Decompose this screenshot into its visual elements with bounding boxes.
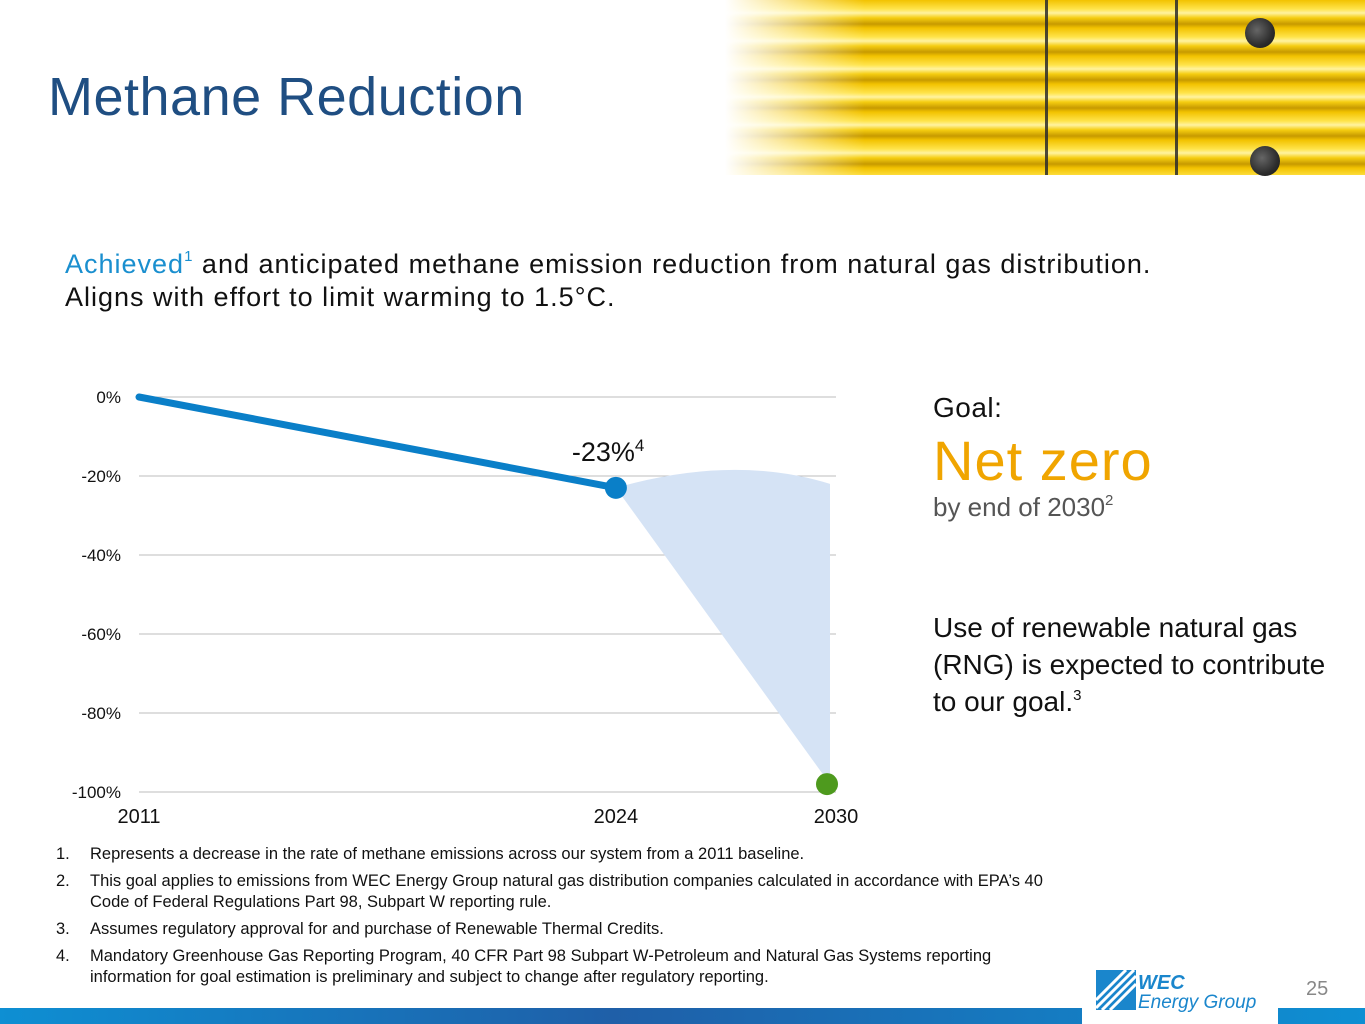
annotation-label: -23%4: [572, 436, 645, 467]
y-tick-label: -40%: [81, 546, 121, 565]
y-tick-label: -100%: [72, 783, 121, 802]
footnote-ref: 4: [635, 436, 644, 455]
methane-reduction-chart: 0% -20% -40% -60% -80% -100% 2011 2024 2030 -23%4: [72, 388, 859, 828]
page-number: 25: [1306, 978, 1329, 1000]
y-tick-label: 0%: [96, 388, 121, 407]
y-tick-label: -20%: [81, 467, 121, 486]
goal-deadline-text: by end of 2030: [933, 492, 1106, 522]
footnote-text: Mandatory Greenhouse Gas Reporting Progr…: [90, 947, 992, 986]
logo-line-2: Energy Group: [1138, 992, 1257, 1013]
pipe-end-cap: [1250, 146, 1280, 176]
rng-note: Use of renewable natural gas (RNG) is ex…: [933, 609, 1333, 720]
target-data-point: [816, 773, 838, 796]
x-tick-label: 2030: [814, 806, 859, 828]
pipe-strap: [1175, 0, 1178, 175]
y-tick-label: -60%: [81, 625, 121, 644]
goal-label: Goal:: [933, 392, 1003, 423]
goal-value: Net zero: [933, 429, 1153, 492]
goal-deadline: by end of 20302: [933, 492, 1353, 523]
footnotes: 1. Represents a decrease in the rate of m…: [56, 844, 1056, 994]
projection-band: [615, 469, 830, 785]
pipe-strap: [1045, 0, 1048, 175]
footnote-item: 3. Assumes regulatory approval for and pu…: [56, 919, 1056, 940]
footnote-text: Assumes regulatory approval for and purc…: [90, 920, 664, 938]
achieved-data-point: [604, 476, 627, 499]
achieved-series-line: [135, 393, 620, 492]
footnote-ref: 2: [1105, 492, 1114, 509]
x-tick-label: 2024: [594, 806, 639, 828]
footnote-text: Represents a decrease in the rate of met…: [90, 845, 805, 863]
subtitle-accent: Achieved: [65, 249, 185, 279]
footnote-text: This goal applies to emissions from WEC …: [90, 872, 1043, 911]
y-tick-label: -80%: [81, 704, 121, 723]
rng-text: Use of renewable natural gas (RNG) is ex…: [933, 612, 1326, 717]
goal-panel: Goal: Net zero by end of 20302: [933, 392, 1353, 523]
footnote-ref: 1: [184, 248, 194, 265]
footnote-item: 1. Represents a decrease in the rate of m…: [56, 844, 1056, 865]
footnote-number: 4.: [56, 947, 70, 965]
logo-wordmark: WEC Energy Group: [1138, 973, 1256, 1013]
footnote-item: 4. Mandatory Greenhouse Gas Reporting Pro…: [56, 946, 1056, 988]
x-tick-label: 2011: [117, 806, 160, 828]
subtitle: Achieved1 and anticipated methane emissi…: [65, 248, 1345, 314]
annotation-value: -23%: [572, 437, 635, 467]
footnote-number: 3.: [56, 920, 70, 938]
page-title: Methane Reduction: [48, 67, 525, 127]
footnote-item: 2. This goal applies to emissions from WE…: [56, 871, 1056, 913]
subtitle-text: and anticipated methane emission reducti…: [193, 249, 1152, 279]
photo-fade: [725, 0, 865, 175]
logo-line-1: WEC: [1138, 972, 1185, 994]
footnote-number: 2.: [56, 872, 70, 890]
subtitle-line-2: Aligns with effort to limit warming to 1…: [65, 282, 616, 312]
footer-bar: [0, 1008, 1365, 1024]
footnote-ref: 3: [1073, 687, 1082, 704]
footnote-number: 1.: [56, 845, 70, 863]
company-logo: WEC Energy Group: [1082, 960, 1278, 1024]
pipe-end-cap: [1245, 18, 1275, 48]
wec-logo-icon: [1096, 970, 1136, 1010]
